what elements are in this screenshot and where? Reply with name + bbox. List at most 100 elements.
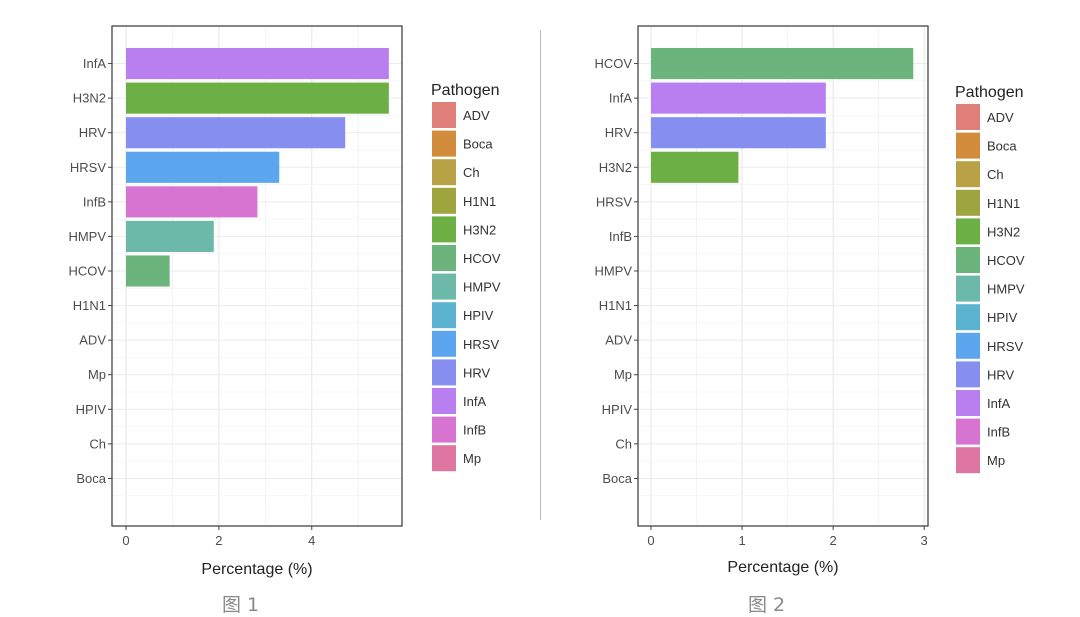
bar-infa (126, 48, 389, 80)
x-tick-label: 3 (921, 533, 928, 548)
y-tick-label: ADV (605, 333, 632, 348)
legend-item-h3n2: H3N2 (956, 218, 1020, 245)
legend-swatch (432, 330, 456, 357)
x-tick-label: 0 (647, 533, 654, 548)
x-axis-label: Percentage (%) (201, 561, 312, 578)
figure-caption-2: 图 2 (748, 594, 786, 616)
legend-item-h1n1: H1N1 (432, 187, 496, 214)
legend-swatch (956, 390, 980, 416)
y-tick-label: ADV (79, 333, 106, 348)
legend-swatch (432, 416, 456, 443)
x-tick-label: 2 (830, 533, 837, 548)
legend-label: Mp (463, 451, 481, 466)
y-tick-label: HRSV (70, 160, 106, 175)
legend-item-boca: Boca (956, 132, 1017, 159)
legend-label: HMPV (987, 282, 1025, 297)
x-axis-label: Percentage (%) (727, 559, 838, 576)
legend-swatch (956, 361, 980, 388)
legend-item-h1n1: H1N1 (956, 189, 1020, 216)
bar-hrsv (126, 151, 280, 183)
legend-swatch (956, 161, 980, 188)
legend-item-h3n2: H3N2 (432, 216, 496, 243)
legend-swatch (956, 218, 980, 245)
legend-swatch (432, 216, 456, 243)
legend-label: HCOV (987, 253, 1025, 268)
plot-border (111, 25, 403, 527)
y-tick-label: HCOV (68, 264, 106, 279)
legend-label: InfA (987, 396, 1010, 411)
legend-swatch (432, 445, 456, 472)
legend-title: Pathogen (431, 82, 500, 99)
legend-swatch (956, 132, 980, 159)
x-tick-label: 2 (215, 533, 222, 548)
legend-item-ch: Ch (956, 161, 1004, 188)
legend-item-infb: InfB (956, 418, 1010, 445)
y-tick-label: InfB (609, 229, 632, 244)
bar-hrv (126, 117, 346, 149)
legend-swatch (956, 332, 980, 359)
legend-swatch (956, 104, 980, 130)
y-tick-label: Boca (76, 471, 106, 486)
legend-label: Boca (463, 137, 493, 152)
x-tick-label: 0 (122, 533, 129, 548)
legend-label: InfB (987, 425, 1010, 440)
legend-label: H3N2 (463, 222, 496, 237)
y-axis: InfA H3N2 HRV HRSV InfB HMPV HCOV H1N1 ADV Mp HPIV… (68, 56, 112, 486)
y-tick-label: HPIV (602, 402, 633, 417)
x-tick-label: 4 (308, 533, 315, 548)
legend-label: H3N2 (987, 224, 1020, 239)
legend-label: InfA (463, 394, 486, 409)
legend-label: HPIV (987, 310, 1018, 325)
x-axis: 0 1 2 3 (647, 526, 928, 548)
y-tick-label: H3N2 (599, 160, 632, 175)
legend-swatch (432, 245, 456, 271)
legend-swatch (432, 302, 456, 329)
legend-item-hrsv: HRSV (432, 330, 499, 357)
y-axis: HCOV InfA HRV H3N2 HRSV InfB HMPV H1N1 ADV Mp HPIV… (594, 56, 638, 486)
plot-border (637, 25, 929, 527)
legend-item-mp: Mp (956, 447, 1005, 474)
y-tick-label: Boca (602, 471, 632, 486)
legend-item-infa: InfA (432, 388, 486, 414)
legend-item-hrv: HRV (432, 359, 491, 386)
legend: Pathogen ADV Boca Ch H1N1 H3N2 HCOV HMPV HPIV HR… (955, 84, 1025, 474)
y-tick-label: HMPV (68, 229, 106, 244)
legend-swatch (956, 275, 980, 302)
legend-swatch (432, 130, 456, 157)
y-tick-label: Mp (88, 367, 106, 382)
legend-label: ADV (463, 108, 490, 123)
legend-item-hrv: HRV (956, 361, 1015, 388)
legend-label: H1N1 (463, 194, 496, 209)
legend-swatch (956, 189, 980, 216)
bar-hcov (126, 255, 170, 287)
legend-label: H1N1 (987, 196, 1020, 211)
bar-h3n2 (651, 151, 739, 183)
legend-label: HPIV (463, 308, 494, 323)
y-tick-label: HRV (79, 125, 107, 140)
chart-2: HCOV InfA HRV H3N2 HRSV InfB HMPV H1N1 ADV Mp HPIV… (594, 25, 1025, 576)
legend-label: ADV (987, 110, 1014, 125)
legend-title: Pathogen (955, 84, 1024, 101)
legend-item-boca: Boca (432, 130, 493, 157)
legend-item-hpiv: HPIV (432, 302, 494, 329)
legend-label: InfB (463, 423, 486, 438)
y-tick-label: HRV (605, 125, 633, 140)
legend-item-mp: Mp (432, 445, 481, 472)
chart-1: InfA H3N2 HRV HRSV InfB HMPV HCOV H1N1 ADV Mp HPIV… (68, 25, 501, 578)
legend-swatch (956, 304, 980, 331)
y-tick-label: HMPV (594, 264, 632, 279)
bar-hrv (651, 117, 826, 149)
bar-hmpv (126, 220, 214, 252)
y-tick-label: H1N1 (73, 298, 106, 313)
legend-label: HRSV (987, 339, 1023, 354)
x-tick-label: 1 (738, 533, 745, 548)
y-tick-label: HCOV (594, 56, 632, 71)
legend: Pathogen ADV Boca Ch H1N1 H3N2 HCOV HMPV HPIV HR… (431, 82, 501, 472)
legend-label: Boca (987, 139, 1017, 154)
legend-swatch (432, 159, 456, 186)
legend-swatch (432, 388, 456, 414)
legend-item-infa: InfA (956, 390, 1010, 416)
bar-h3n2 (126, 82, 389, 114)
legend-item-hpiv: HPIV (956, 304, 1018, 331)
y-tick-label: HRSV (596, 194, 632, 209)
